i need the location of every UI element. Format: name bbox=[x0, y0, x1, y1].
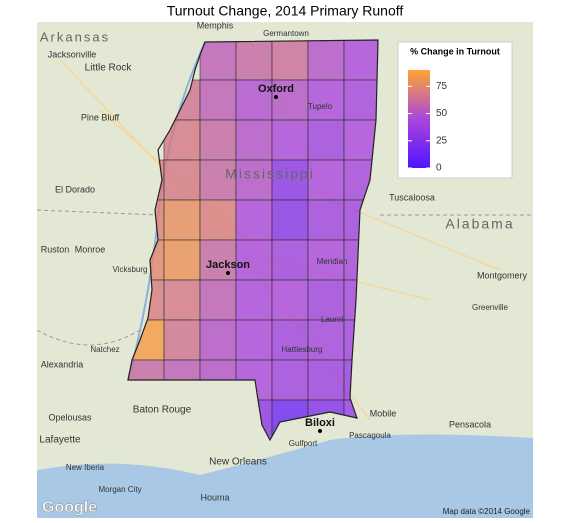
county bbox=[235, 279, 273, 321]
place-label: Morgan City bbox=[98, 485, 141, 494]
county bbox=[235, 319, 273, 361]
place-label: Little Rock bbox=[85, 63, 133, 74]
county bbox=[199, 159, 237, 201]
county bbox=[307, 199, 345, 241]
legend-tick-label: 0 bbox=[436, 163, 442, 174]
place-label: Jacksonville bbox=[48, 49, 97, 59]
county bbox=[199, 279, 237, 321]
place-label: Mississippi bbox=[225, 166, 315, 182]
city-label: Jackson bbox=[206, 259, 250, 271]
place-label: Gulfport bbox=[289, 439, 318, 448]
county bbox=[307, 359, 345, 401]
county bbox=[271, 239, 309, 281]
gulf bbox=[37, 434, 533, 518]
county bbox=[235, 239, 273, 281]
place-label: Baton Rouge bbox=[133, 405, 192, 416]
place-label: Pascagoula bbox=[349, 431, 391, 440]
place-label: Arkansas bbox=[40, 29, 110, 44]
county bbox=[199, 40, 237, 81]
county bbox=[307, 279, 345, 321]
place-label: Tuscaloosa bbox=[389, 192, 435, 202]
county bbox=[307, 239, 345, 281]
county bbox=[235, 119, 273, 161]
place-label: El Dorado bbox=[55, 184, 95, 194]
legend-tick-label: 50 bbox=[436, 108, 448, 119]
county bbox=[271, 159, 309, 201]
city-dot bbox=[274, 95, 278, 99]
state-border bbox=[36, 209, 533, 346]
county bbox=[271, 359, 309, 401]
place-label: Hattiesburg bbox=[282, 345, 323, 354]
place-label: New Orleans bbox=[209, 457, 267, 468]
logo: Google bbox=[42, 499, 97, 516]
place-label: Meridian bbox=[317, 257, 348, 266]
county bbox=[235, 199, 273, 241]
county bbox=[235, 159, 273, 201]
city-dot bbox=[226, 271, 230, 275]
place-label: Montgomery bbox=[477, 270, 528, 280]
county bbox=[271, 319, 309, 361]
title: Turnout Change, 2014 Primary Runoff bbox=[167, 3, 404, 19]
place-label: Opelousas bbox=[48, 412, 92, 422]
county bbox=[271, 199, 309, 241]
place-label: Vicksburg bbox=[113, 265, 148, 274]
place-label: Germantown bbox=[263, 29, 309, 38]
county bbox=[199, 79, 237, 121]
county bbox=[271, 40, 309, 81]
city-dot bbox=[318, 429, 322, 433]
county bbox=[199, 319, 237, 361]
attribution: Map data ©2014 Google bbox=[443, 507, 531, 516]
legend-title: % Change in Turnout bbox=[410, 46, 500, 56]
county bbox=[199, 199, 237, 241]
labels: Oxford Jackson Biloxi Arkansas Jacksonville L… bbox=[39, 20, 527, 502]
county bbox=[307, 119, 345, 161]
county bbox=[307, 79, 345, 121]
legend-tick-label: 75 bbox=[436, 81, 448, 92]
place-label: Pensacola bbox=[449, 419, 491, 429]
place-label: New Iberia bbox=[66, 463, 105, 472]
county bbox=[307, 319, 345, 361]
county bbox=[235, 79, 273, 121]
place-label: Tupelo bbox=[308, 102, 333, 111]
place-label: Mobile bbox=[370, 408, 397, 418]
county bbox=[307, 40, 345, 81]
county bbox=[199, 119, 237, 161]
city-label: Biloxi bbox=[305, 417, 335, 429]
county bbox=[343, 79, 378, 121]
place-label: Pine Bluff bbox=[81, 112, 120, 122]
place-label: Lafayette bbox=[39, 435, 81, 446]
county bbox=[163, 239, 201, 281]
county bbox=[343, 40, 378, 81]
place-label: Houma bbox=[200, 492, 229, 502]
county bbox=[235, 40, 273, 81]
legend-tick-label: 25 bbox=[436, 135, 448, 146]
county bbox=[163, 159, 201, 201]
county bbox=[163, 279, 201, 321]
place-label: Memphis bbox=[197, 20, 234, 30]
legend-colorbar bbox=[408, 70, 430, 168]
place-label: Alabama bbox=[445, 216, 514, 232]
place-label: Natchez bbox=[90, 345, 119, 354]
city-label: Oxford bbox=[258, 83, 294, 95]
county bbox=[163, 199, 201, 241]
county bbox=[271, 119, 309, 161]
place-label: Laurel bbox=[321, 315, 343, 324]
place-label: Monroe bbox=[75, 244, 106, 254]
place-label: Greenville bbox=[472, 303, 509, 312]
place-label: Ruston bbox=[41, 244, 70, 254]
place-label: Alexandria bbox=[41, 359, 84, 369]
county bbox=[271, 279, 309, 321]
county bbox=[163, 319, 201, 361]
